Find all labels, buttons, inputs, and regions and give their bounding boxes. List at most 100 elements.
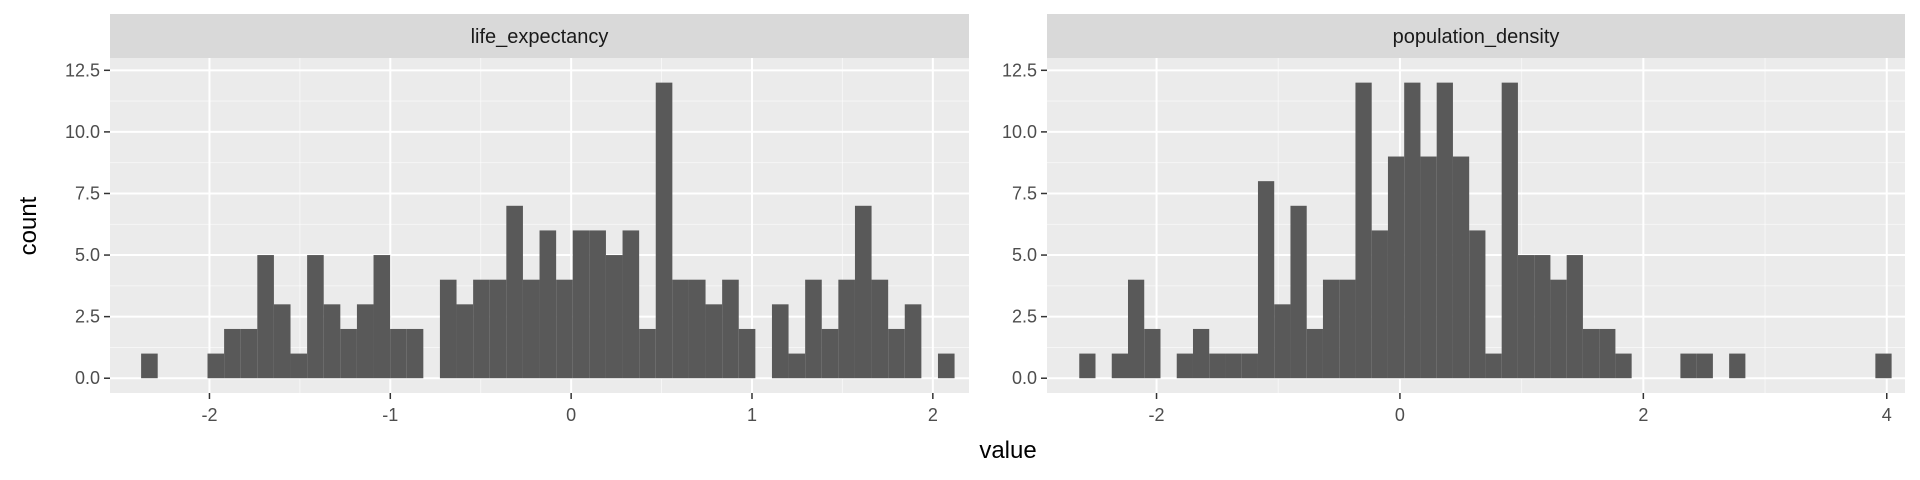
histogram-bar [456,304,474,379]
histogram-bar [522,279,540,379]
y-tick-label: 10.0 [1002,122,1037,142]
histogram-bar [390,328,407,379]
histogram-bar [1079,353,1096,379]
histogram-bar [1517,255,1535,379]
histogram-bar [556,279,573,379]
strip-background-population-density [1047,14,1905,58]
histogram-bar [356,304,374,379]
histogram-bar [207,353,225,379]
histogram-bar [539,230,557,379]
histogram-bar [738,328,756,379]
histogram-bar [240,328,258,379]
histogram-bar [888,328,905,379]
histogram-bar [1387,156,1405,379]
histogram-bar [141,353,158,379]
y-tick-label: 0.0 [1012,368,1037,388]
x-tick-label: 4 [1882,405,1892,425]
x-tick-label: 0 [1395,405,1405,425]
histogram-bar [838,279,855,379]
histogram-bar [1550,279,1567,379]
histogram-bar [639,328,656,379]
y-tick-label: 7.5 [1012,183,1037,203]
histogram-bar [605,255,623,379]
histogram-bar [273,304,291,379]
x-tick-label: -2 [201,405,217,425]
histogram-bar [672,279,689,379]
histogram-bar [805,279,822,379]
histogram-bar [1599,328,1616,379]
histogram-bar [1875,353,1892,379]
y-tick-label: 2.5 [1012,307,1037,327]
histogram-bars-population-density [1079,82,1892,379]
histogram-bar [655,82,673,379]
histogram-bar [406,328,424,379]
histogram-bar [1729,353,1746,379]
histogram-bar [1436,82,1453,379]
y-tick-label: 2.5 [75,307,100,327]
histogram-bar [1339,279,1356,379]
histogram-bar [290,353,308,379]
y-axis-ticks-left: 0.0 2.5 5.0 7.5 10.0 12.5 [65,60,110,388]
y-axis-ticks-right-panel: 0.0 2.5 5.0 7.5 10.0 12.5 [1002,60,1047,388]
histogram-bar [1209,353,1226,379]
histogram-bar [871,279,889,379]
histogram-bars-life-expectancy [141,82,955,379]
histogram-bar [307,255,324,379]
histogram-bar [1306,328,1323,379]
histogram-bar [1290,205,1307,379]
x-tick-label: 2 [928,405,938,425]
histogram-bar [622,230,640,379]
histogram-bar [1127,279,1145,379]
histogram-bar [705,304,723,379]
histogram-bar [572,230,590,379]
histogram-bar [1404,82,1421,379]
x-tick-label: 0 [566,405,576,425]
histogram-bar [439,279,457,379]
histogram-bar [722,279,739,379]
histogram-bar [473,279,490,379]
histogram-bar [1111,353,1128,379]
y-tick-label: 10.0 [65,122,100,142]
x-axis-ticks-life-expectancy: -2 -1 0 1 2 [201,393,938,425]
strip-background-life-expectancy [110,14,969,58]
y-tick-label: 12.5 [65,60,100,80]
histogram-bar [1241,353,1258,379]
y-axis-title: count [15,196,42,255]
histogram-bar [821,328,839,379]
x-axis-ticks-population-density: -2 0 2 4 [1149,393,1892,425]
histogram-bar [224,328,241,379]
histogram-bar [1696,353,1713,379]
histogram-bar [489,279,507,379]
histogram-bar [788,353,806,379]
histogram-bar [589,230,606,379]
histogram-bar [323,304,341,379]
strip-label-population-density: population_density [1393,26,1560,48]
y-tick-label: 7.5 [75,183,100,203]
y-tick-label: 12.5 [1002,60,1037,80]
histogram-bar [1274,304,1291,379]
histogram-bar [904,304,922,379]
strip-label-life-expectancy: life_expectancy [471,26,609,48]
histogram-bar [1192,328,1210,379]
histogram-bar [1225,353,1242,379]
histogram-bar [1485,353,1502,379]
histogram-bar [1371,230,1388,379]
histogram-bar [1144,328,1161,379]
histogram-bar [1582,328,1600,379]
x-tick-label: 2 [1638,405,1648,425]
histogram-bar [937,353,955,379]
histogram-bar [1680,353,1697,379]
x-axis-title: value [979,437,1036,464]
histogram-bar [1566,255,1583,379]
y-tick-label: 5.0 [1012,245,1037,265]
x-tick-label: -1 [382,405,398,425]
histogram-bar [1452,156,1470,379]
histogram-bar [340,328,357,379]
histogram-bar [854,205,872,379]
histogram-bar [1420,156,1437,379]
histogram-bar [373,255,391,379]
y-tick-label: 5.0 [75,245,100,265]
histogram-bar [1615,353,1632,379]
histogram-bar [688,279,706,379]
